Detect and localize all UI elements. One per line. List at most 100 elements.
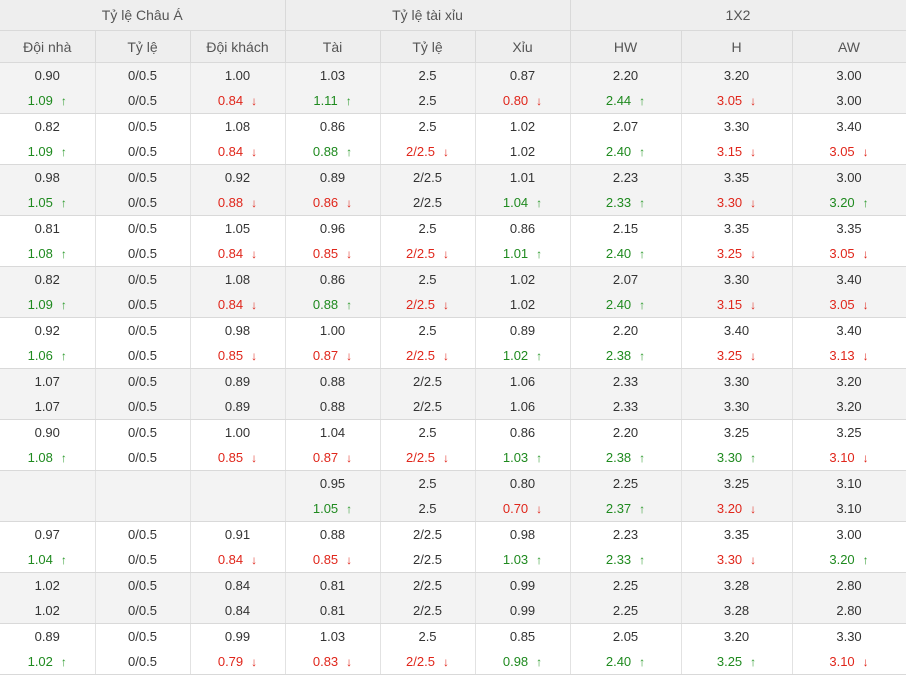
odds-cell-total-line: 2.5 2/2.5 ↓ [380, 419, 476, 471]
current-odds: 0.86 ↓ [286, 190, 380, 215]
current-odds-value: 2.33 [605, 552, 632, 567]
opening-odds: 0/0.5 [128, 374, 157, 389]
current-odds: 0/0.5 [96, 649, 190, 674]
table-row: 0.89 1.02 ↑ 0/0.5 0/0.5 0.99 0.79 ↓ 1.03 0.83 ↓ 2.5… [0, 623, 906, 675]
current-odds: 2/2.5 ↓ [381, 292, 475, 317]
current-odds-value: 3.30 [716, 552, 743, 567]
current-odds: 0.84 [191, 598, 285, 623]
odds-cell-hw: 2.33 2.33 [570, 368, 682, 420]
odds-cell-home: 0.98 1.05 ↑ [0, 164, 96, 216]
opening-odds: 2.5 [418, 221, 437, 236]
col-header-away: Đội khách [190, 30, 286, 63]
opening-odds [96, 471, 190, 496]
table-row: 0.90 1.09 ↑ 0/0.5 0/0.5 1.00 0.84 ↓ 1.03 1.11 ↑ 2.5… [0, 62, 906, 114]
opening-odds: 0/0.5 [128, 170, 157, 185]
opening-odds: 3.20 [723, 629, 750, 644]
current-odds-value: 2.33 [605, 195, 632, 210]
opening-odds: 2.5 [418, 425, 437, 440]
arrow-down-icon: ↓ [251, 655, 258, 669]
odds-cell-away: 0.89 0.89 [190, 368, 286, 420]
current-odds-value: 0.88 [217, 195, 244, 210]
current-odds: 0.89 [191, 394, 285, 419]
arrow-down-icon: ↓ [750, 502, 757, 516]
opening-odds: 1.03 [319, 68, 346, 83]
odds-cell-hw: 2.23 2.33 ↑ [570, 164, 682, 216]
odds-cell-over: 0.81 0.81 [285, 572, 381, 624]
opening-odds: 1.02 [509, 119, 536, 134]
arrow-down-icon: ↓ [750, 298, 757, 312]
arrow-up-icon: ↑ [750, 655, 757, 669]
odds-cell-handicap: 0/0.5 0/0.5 [95, 266, 191, 318]
current-odds-value: 1.02 [27, 654, 53, 669]
odds-cell-under: 0.86 1.01 ↑ [475, 215, 571, 267]
opening-odds: 3.35 [723, 170, 750, 185]
arrow-down-icon: ↓ [251, 145, 258, 159]
opening-odds: 0.90 [34, 425, 60, 440]
current-odds: 3.05 ↓ [793, 241, 906, 266]
opening-odds: 2.5 [418, 323, 437, 338]
arrow-down-icon: ↓ [251, 349, 258, 363]
odds-cell-aw: 3.30 3.10 ↓ [792, 623, 906, 675]
current-odds-value: 3.10 [829, 450, 855, 465]
current-odds: 3.05 ↓ [793, 139, 906, 164]
odds-cell-hw: 2.07 2.40 ↑ [570, 266, 682, 318]
arrow-up-icon: ↑ [60, 94, 67, 108]
current-odds: 3.30 [682, 394, 792, 419]
opening-odds: 0.98 [34, 170, 60, 185]
current-odds: 3.05 ↓ [793, 292, 906, 317]
current-odds-value: 0/0.5 [128, 297, 157, 312]
current-odds-value: 2.40 [605, 297, 632, 312]
opening-odds: 0.96 [319, 221, 346, 236]
opening-odds: 0/0.5 [128, 323, 157, 338]
current-odds: 1.06 [476, 394, 570, 419]
arrow-down-icon: ↓ [251, 553, 258, 567]
current-odds-value: 1.08 [27, 246, 53, 261]
odds-cell-under: 0.86 1.03 ↑ [475, 419, 571, 471]
current-odds-value: 0.88 [312, 297, 339, 312]
odds-cell-over: 0.89 0.86 ↓ [285, 164, 381, 216]
odds-cell-home: 0.82 1.09 ↑ [0, 266, 96, 318]
opening-odds: 0/0.5 [128, 629, 157, 644]
opening-odds: 3.28 [723, 578, 750, 593]
odds-cell-aw: 3.25 3.10 ↓ [792, 419, 906, 471]
current-odds: 2/2.5 [381, 547, 475, 572]
table-row: 0.82 1.09 ↑ 0/0.5 0/0.5 1.08 0.84 ↓ 0.86 0.88 ↑ 2.5… [0, 266, 906, 318]
current-odds: 3.30 ↑ [682, 445, 792, 470]
arrow-up-icon: ↑ [536, 247, 543, 261]
current-odds: 1.09 ↑ [0, 292, 95, 317]
current-odds: 0.88 ↑ [286, 292, 380, 317]
arrow-up-icon: ↑ [750, 451, 757, 465]
odds-cell-home: 0.82 1.09 ↑ [0, 113, 96, 165]
current-odds: 3.30 ↓ [682, 190, 792, 215]
arrow-down-icon: ↓ [536, 94, 543, 108]
opening-odds: 0.84 [224, 578, 251, 593]
opening-odds: 0.89 [509, 323, 536, 338]
opening-odds: 0.99 [224, 629, 251, 644]
current-odds-value: 2.5 [418, 93, 437, 108]
opening-odds: 0.82 [34, 119, 60, 134]
current-odds-value: 1.06 [27, 348, 53, 363]
current-odds-value: 3.25 [716, 348, 743, 363]
odds-body: 0.90 1.09 ↑ 0/0.5 0/0.5 1.00 0.84 ↓ 1.03 1.11 ↑ 2.5… [0, 62, 906, 675]
arrow-up-icon: ↑ [536, 451, 543, 465]
arrow-up-icon: ↑ [60, 451, 67, 465]
current-odds: 0/0.5 [96, 394, 190, 419]
opening-odds: 3.40 [836, 272, 862, 287]
arrow-up-icon: ↑ [862, 553, 869, 567]
current-odds: 0.84 ↓ [191, 547, 285, 572]
current-odds: 1.03 ↑ [476, 547, 570, 572]
current-odds [191, 496, 285, 521]
current-odds-value: 0.84 [217, 297, 244, 312]
current-odds-value: 2/2.5 [413, 603, 442, 618]
current-odds: 0.87 ↓ [286, 445, 380, 470]
arrow-up-icon: ↑ [60, 145, 67, 159]
table-row: 0.98 1.05 ↑ 0/0.5 0/0.5 0.92 0.88 ↓ 0.89 0.86 ↓ 2/2… [0, 164, 906, 216]
current-odds: 2.25 [571, 598, 681, 623]
current-odds-value: 1.04 [502, 195, 529, 210]
current-odds: 1.11 ↑ [286, 88, 380, 113]
current-odds: 0.85 ↓ [191, 445, 285, 470]
current-odds-value: 3.15 [716, 297, 743, 312]
arrow-up-icon: ↑ [639, 451, 646, 465]
current-odds: 0.85 ↓ [191, 343, 285, 368]
